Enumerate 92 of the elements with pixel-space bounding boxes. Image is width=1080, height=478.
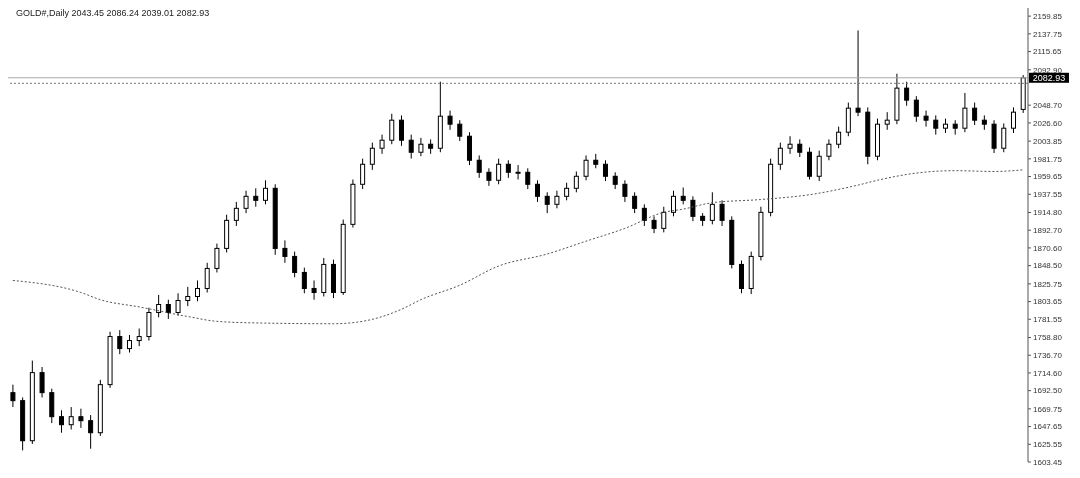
y-tick-label: 1914.80 xyxy=(1033,208,1063,218)
candlestick xyxy=(88,414,94,450)
candlestick xyxy=(855,29,861,117)
y-tick-label: 2137.75 xyxy=(1033,29,1063,39)
candlestick xyxy=(58,409,64,434)
candlestick xyxy=(233,201,239,227)
candlestick xyxy=(39,366,45,398)
candlestick xyxy=(117,329,123,355)
candlestick xyxy=(962,92,968,133)
y-tick-label: 2026.60 xyxy=(1033,118,1063,128)
candlestick xyxy=(262,179,268,205)
candlestick xyxy=(972,102,978,126)
chart-title: GOLD#,Daily 2043.45 2086.24 2039.01 2082.93 xyxy=(16,8,210,18)
candlestick xyxy=(632,191,638,214)
candlestick xyxy=(1001,122,1007,153)
y-tick-label: 1870.60 xyxy=(1033,243,1063,253)
candlestick xyxy=(175,292,181,317)
candlestick xyxy=(10,384,16,408)
y-tick-label: 1736.70 xyxy=(1033,351,1063,361)
candlestick xyxy=(904,81,910,107)
y-tick-label: 2048.70 xyxy=(1033,101,1063,111)
candlestick xyxy=(787,135,793,155)
candlestick xyxy=(573,170,579,193)
candlestick xyxy=(379,134,385,155)
y-tick-label: 1647.65 xyxy=(1033,422,1063,432)
candlestick xyxy=(602,159,608,182)
candlestick xyxy=(913,95,919,123)
candlestick xyxy=(583,154,589,181)
candlestick xyxy=(311,279,317,301)
candlestick xyxy=(457,119,463,142)
candlestick xyxy=(719,199,725,227)
y-tick-label: 1669.75 xyxy=(1033,404,1063,414)
candlestick xyxy=(826,138,832,161)
y-tick-label: 2115.65 xyxy=(1033,47,1062,57)
candlestick xyxy=(544,191,550,214)
candlestick xyxy=(622,179,628,203)
candlestick xyxy=(486,167,492,187)
candlestick xyxy=(185,286,191,307)
line-series xyxy=(12,169,1024,325)
candlestick xyxy=(1010,106,1016,134)
y-tick-label: 1692.50 xyxy=(1033,386,1063,396)
candlestick xyxy=(933,114,939,136)
y-tick-label: 1603.45 xyxy=(1033,457,1063,467)
candlestick xyxy=(836,126,842,149)
y-tick-label: 1981.75 xyxy=(1033,154,1063,164)
candlestick xyxy=(156,294,162,318)
candlestick xyxy=(301,267,307,294)
y-tick-label: 1825.75 xyxy=(1033,279,1063,289)
candlestick xyxy=(641,203,647,227)
candlestick xyxy=(709,191,715,225)
candlestick xyxy=(360,158,366,190)
candlestick xyxy=(165,299,171,320)
y-tick-label: 1758.80 xyxy=(1033,333,1063,343)
candlestick xyxy=(816,150,822,182)
y-tick-label: 1959.65 xyxy=(1033,172,1063,182)
candlestick xyxy=(777,142,783,171)
candlestick xyxy=(534,179,540,203)
ref-line-label: 2082.93 xyxy=(1032,72,1066,83)
candlestick xyxy=(690,195,696,222)
candlestick xyxy=(389,113,395,145)
candlestick xyxy=(496,158,502,185)
y-tick-label: 1937.55 xyxy=(1033,190,1063,200)
candlestick xyxy=(923,110,929,128)
y-tick-label: 1803.65 xyxy=(1033,297,1063,307)
candlestick xyxy=(418,137,424,157)
y-tick-label: 1781.55 xyxy=(1033,315,1063,325)
candlestick xyxy=(525,167,531,190)
candlestick xyxy=(670,190,676,217)
y-tick-label: 2159.85 xyxy=(1033,11,1063,21)
candlestick xyxy=(282,239,288,264)
candlestick xyxy=(651,215,657,234)
candlestick xyxy=(68,406,74,431)
candlestick xyxy=(204,262,210,293)
y-tick-label: 1625.55 xyxy=(1033,440,1063,450)
candlestick xyxy=(194,279,200,302)
y-tick-label: 2092.90 xyxy=(1033,65,1063,75)
candlestick xyxy=(369,142,375,171)
y-tick-label: 1892.70 xyxy=(1033,226,1063,236)
candlestick xyxy=(78,408,84,429)
candlestick xyxy=(292,251,298,278)
y-tick-label: 2003.85 xyxy=(1033,136,1063,146)
candlestick xyxy=(476,154,482,179)
candlestick xyxy=(214,243,220,273)
candlestick xyxy=(243,190,249,214)
candlestick xyxy=(408,134,414,160)
y-tick-label: 1848.50 xyxy=(1033,261,1063,271)
candlestick xyxy=(253,187,259,208)
candlestick xyxy=(398,114,404,147)
candlestick xyxy=(447,110,453,131)
y-tick-label: 1714.60 xyxy=(1033,368,1063,378)
candlestick xyxy=(515,164,521,180)
candlestick xyxy=(661,206,667,233)
